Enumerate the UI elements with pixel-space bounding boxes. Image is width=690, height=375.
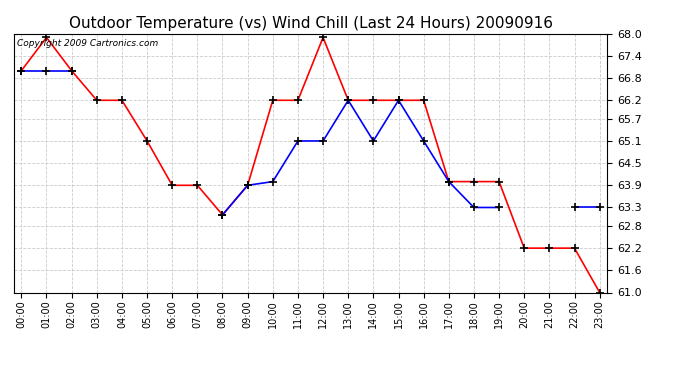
Title: Outdoor Temperature (vs) Wind Chill (Last 24 Hours) 20090916: Outdoor Temperature (vs) Wind Chill (Las… <box>68 16 553 31</box>
Text: Copyright 2009 Cartronics.com: Copyright 2009 Cartronics.com <box>17 39 158 48</box>
